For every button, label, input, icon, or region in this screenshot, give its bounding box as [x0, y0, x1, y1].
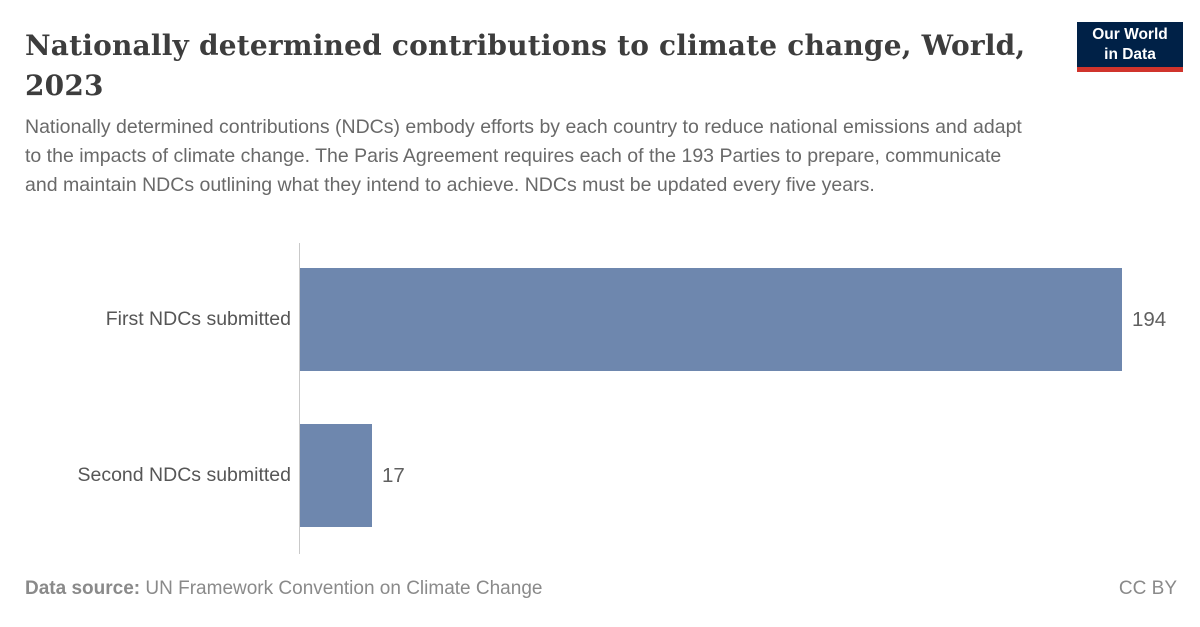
data-source: Data source: UN Framework Convention on … — [25, 578, 542, 600]
bar[interactable] — [300, 424, 372, 527]
owid-logo[interactable]: Our World in Data — [1077, 22, 1183, 72]
data-source-label: Data source: — [25, 578, 141, 599]
chart-subtitle: Nationally determined contributions (NDC… — [25, 116, 1022, 196]
data-source-text: UN Framework Convention on Climate Chang… — [145, 578, 543, 599]
bar-row: Second NDCs submitted 17 — [0, 424, 1200, 527]
bar[interactable] — [300, 268, 1122, 371]
owid-logo-line-2: in Data — [1104, 46, 1156, 63]
bar-value-label: 17 — [382, 464, 405, 487]
license-badge[interactable]: CC BY — [1118, 578, 1177, 599]
page-title-line-1: Nationally determined contributions to c… — [25, 29, 1026, 62]
bar-value-label: 194 — [1132, 308, 1167, 331]
owid-logo-line-1: Our World — [1092, 26, 1168, 43]
page-title: Nationally determined contributions to c… — [25, 26, 1025, 106]
category-label: Second NDCs submitted — [77, 464, 291, 486]
bar-row: First NDCs submitted 194 — [0, 268, 1200, 371]
y-axis-line — [299, 243, 300, 554]
chart-footer: Data source: UN Framework Convention on … — [25, 578, 1177, 600]
page-title-line-2: 2023 — [25, 69, 104, 102]
category-label: First NDCs submitted — [105, 308, 291, 330]
